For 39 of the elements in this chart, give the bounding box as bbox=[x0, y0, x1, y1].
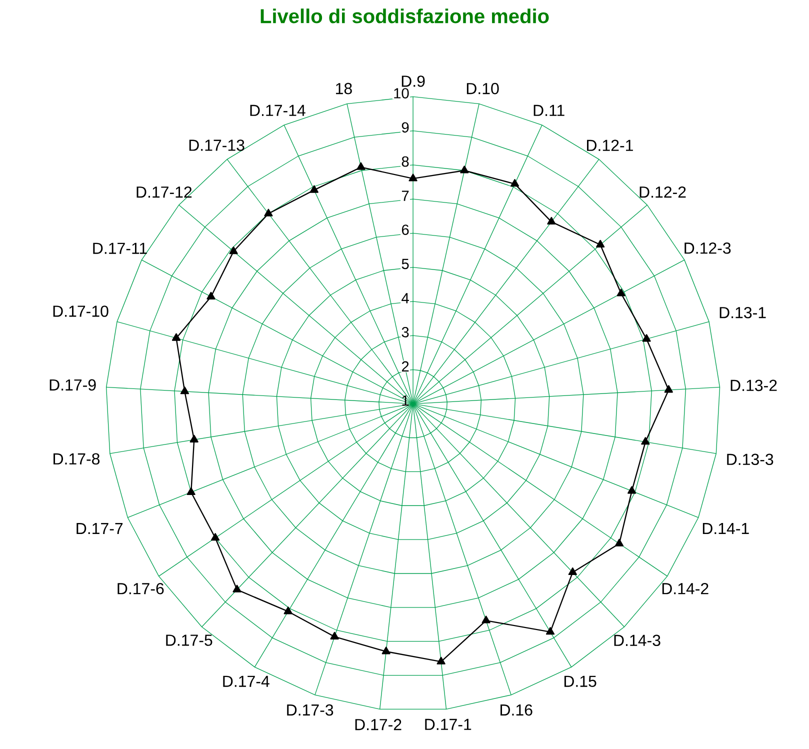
spoke-label: D.17-8 bbox=[54, 453, 100, 465]
spoke-label: D.17-2 bbox=[355, 718, 402, 730]
spoke-label: D.14-1 bbox=[702, 522, 749, 534]
spoke-label: D.12-3 bbox=[684, 242, 731, 254]
spoke-label: D.17-13 bbox=[189, 140, 244, 151]
y-tick-label: 9 bbox=[402, 122, 409, 133]
spoke-label: D.17-9 bbox=[50, 379, 96, 391]
spoke-label: D.17-4 bbox=[223, 676, 270, 687]
spoke-label: D.17-10 bbox=[53, 306, 108, 317]
spoke-label: D.17-6 bbox=[118, 582, 164, 594]
spoke-label: D.15 bbox=[564, 676, 596, 687]
spoke-label: D.13-2 bbox=[730, 380, 777, 392]
spoke-label: D.12-2 bbox=[640, 186, 686, 198]
spoke-label: D.14-2 bbox=[662, 582, 708, 594]
spoke-label: D.17-7 bbox=[76, 522, 123, 534]
chart-title: Livello di soddisfazione medio bbox=[260, 8, 549, 24]
y-tick-label: 3 bbox=[402, 327, 409, 338]
y-tick-label: 8 bbox=[402, 156, 409, 167]
spoke-label: D.16 bbox=[500, 704, 532, 716]
spoke-label: D.9 bbox=[402, 76, 425, 87]
spoke-label: D.12-1 bbox=[587, 140, 633, 151]
spoke-label: D.13-1 bbox=[720, 306, 766, 318]
spoke-label: D.17-11 bbox=[93, 242, 147, 254]
spoke-label: D.14-3 bbox=[614, 634, 660, 646]
spoke-label: 18 bbox=[336, 82, 352, 94]
spoke-label: D.17-5 bbox=[166, 634, 212, 646]
spoke-label: D.17-3 bbox=[287, 704, 334, 716]
spoke-label: D.11 bbox=[534, 104, 564, 116]
y-tick-label: 7 bbox=[402, 190, 409, 201]
spoke-label: D.17-1 bbox=[425, 718, 472, 730]
y-tick-label: 6 bbox=[402, 224, 409, 235]
spoke-label: D.17-12 bbox=[136, 186, 192, 198]
spoke-label: D.10 bbox=[466, 82, 499, 94]
spoke-label: D.13-3 bbox=[727, 454, 774, 466]
y-tick-label: 2 bbox=[402, 361, 409, 372]
y-tick-label: 4 bbox=[402, 293, 409, 304]
spoke-label: D.17-14 bbox=[250, 104, 306, 116]
y-tick-label: 5 bbox=[402, 258, 409, 270]
y-tick-label: 10 bbox=[394, 88, 409, 98]
